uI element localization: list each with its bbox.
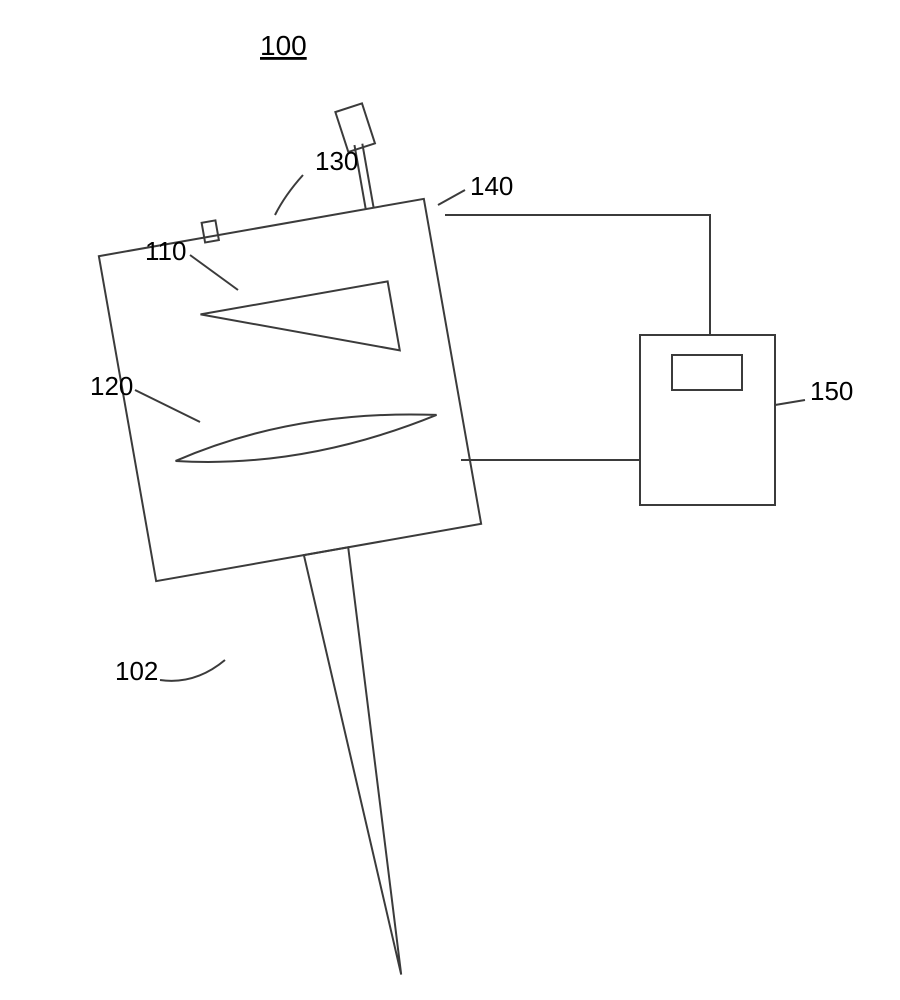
- device-150: [640, 335, 775, 505]
- device-150-screen: [672, 355, 742, 390]
- figure-title: 100: [260, 30, 307, 61]
- label-140: 140: [470, 171, 513, 201]
- label-110: 110: [145, 236, 186, 266]
- label-120: 120: [90, 371, 133, 401]
- label-150: 150: [810, 376, 853, 406]
- leader-102: [160, 660, 225, 681]
- stub-130: [202, 220, 219, 242]
- wire-top: [445, 215, 710, 335]
- wedge-110: [201, 281, 400, 383]
- label-102: 102: [115, 656, 158, 686]
- leader-140: [438, 190, 465, 205]
- leader-150: [775, 400, 805, 405]
- tilted-assembly: [81, 96, 556, 1000]
- label-130: 130: [315, 146, 358, 176]
- leader-110: [190, 255, 238, 290]
- leader-130: [275, 175, 303, 215]
- leader-120: [135, 390, 200, 422]
- spike-102: [304, 547, 423, 978]
- connector-140-head: [335, 103, 375, 152]
- lens-120: [173, 400, 439, 476]
- figure-svg: 100: [0, 0, 900, 1000]
